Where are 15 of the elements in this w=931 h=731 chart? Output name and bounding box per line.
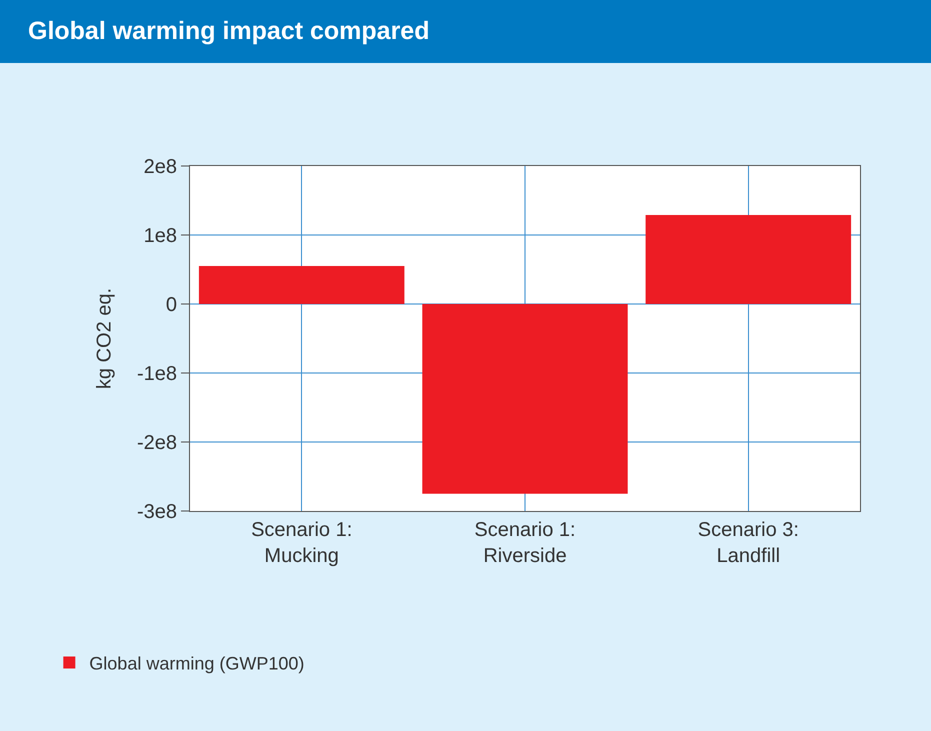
y-tick-label: 0 — [166, 294, 177, 316]
bar — [422, 304, 628, 494]
x-tick-label: Scenario 1: Mucking — [251, 519, 352, 567]
chart-title: Global warming impact compared — [0, 0, 931, 63]
bar — [646, 214, 852, 304]
x-tick-label: Scenario 1: Riverside — [474, 519, 576, 567]
y-tick-label: -1e8 — [136, 363, 177, 385]
y-tick-label: 2e8 — [144, 156, 177, 178]
legend-label: Global warming (GWP100) — [89, 654, 304, 674]
y-tick-label: -3e8 — [136, 501, 177, 523]
bar — [198, 266, 404, 304]
x-tick-label: Scenario 3: Landfill — [698, 519, 799, 567]
y-tick-label: -2e8 — [136, 432, 177, 454]
y-axis-title: kg CO2 eq. — [93, 288, 116, 390]
y-tick-label: 1e8 — [144, 225, 177, 247]
